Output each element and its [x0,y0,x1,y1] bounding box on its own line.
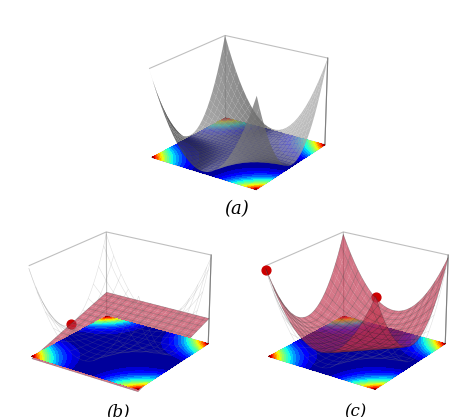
Text: (a): (a) [225,201,249,219]
Text: (c): (c) [345,404,366,417]
Text: (b): (b) [107,404,130,417]
